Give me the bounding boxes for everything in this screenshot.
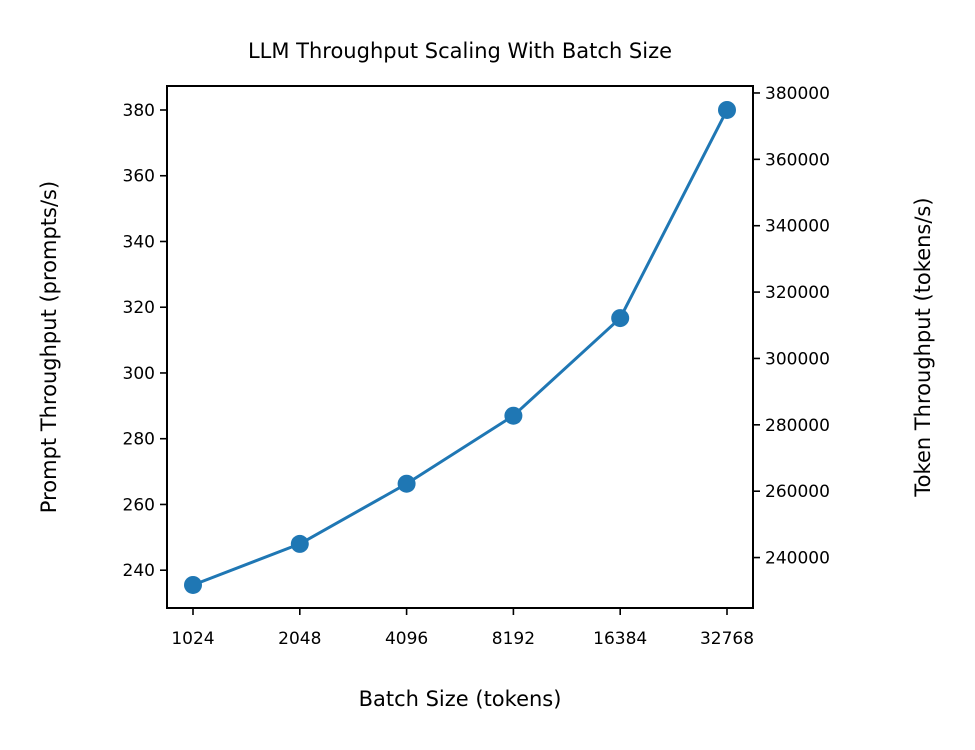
y-tick-label: 340: [123, 232, 155, 252]
plot-frame: [166, 85, 754, 609]
y-tick-label: 280: [123, 430, 155, 450]
chart-title: LLM Throughput Scaling With Batch Size: [248, 39, 672, 63]
series-line: [192, 109, 729, 587]
x-tick-label: 2048: [278, 629, 321, 649]
plot-area: [166, 85, 754, 609]
x-tick-label: 8192: [492, 629, 535, 649]
x-axis-label: Batch Size (tokens): [359, 687, 562, 711]
y-axis-left: 240 260 280 300 320 340 360 380: [123, 101, 167, 581]
data-point: [718, 100, 736, 119]
y-tick-label: 300: [123, 364, 155, 384]
series-group: [184, 100, 736, 594]
y-tick-label: 320: [123, 298, 155, 318]
x-tick-label: 16384: [593, 629, 647, 649]
y-axis-right: 240000 260000 280000 300000 320000 340000 3600…: [753, 84, 830, 569]
y-tick-label: 360: [123, 167, 155, 187]
data-point: [290, 534, 309, 553]
y2-tick-label: 300000: [765, 349, 830, 369]
y-tick-label: 240: [123, 561, 155, 581]
y-tick-label: 380: [123, 101, 155, 121]
x-axis: 1024 2048 4096 8192 16384 32768: [171, 608, 754, 649]
data-point: [504, 406, 523, 425]
y2-tick-label: 280000: [765, 416, 830, 436]
y-axis-label: Prompt Throughput (prompts/s): [37, 181, 61, 513]
x-tick-label: 32768: [700, 629, 754, 649]
x-tick-label: 4096: [385, 629, 428, 649]
x-tick-label: 1024: [171, 629, 214, 649]
data-point: [611, 309, 630, 328]
y2-tick-label: 320000: [765, 283, 830, 303]
data-point: [184, 575, 202, 594]
y2-tick-label: 260000: [765, 482, 830, 502]
y-tick-label: 260: [123, 495, 155, 515]
y2-tick-label: 340000: [765, 217, 830, 237]
y2-tick-label: 240000: [765, 549, 830, 569]
y2-tick-label: 380000: [765, 84, 830, 104]
y2-tick-label: 360000: [765, 150, 830, 170]
y2-axis-label: Token Throughput (tokens/s): [911, 197, 935, 497]
data-point: [397, 474, 416, 493]
